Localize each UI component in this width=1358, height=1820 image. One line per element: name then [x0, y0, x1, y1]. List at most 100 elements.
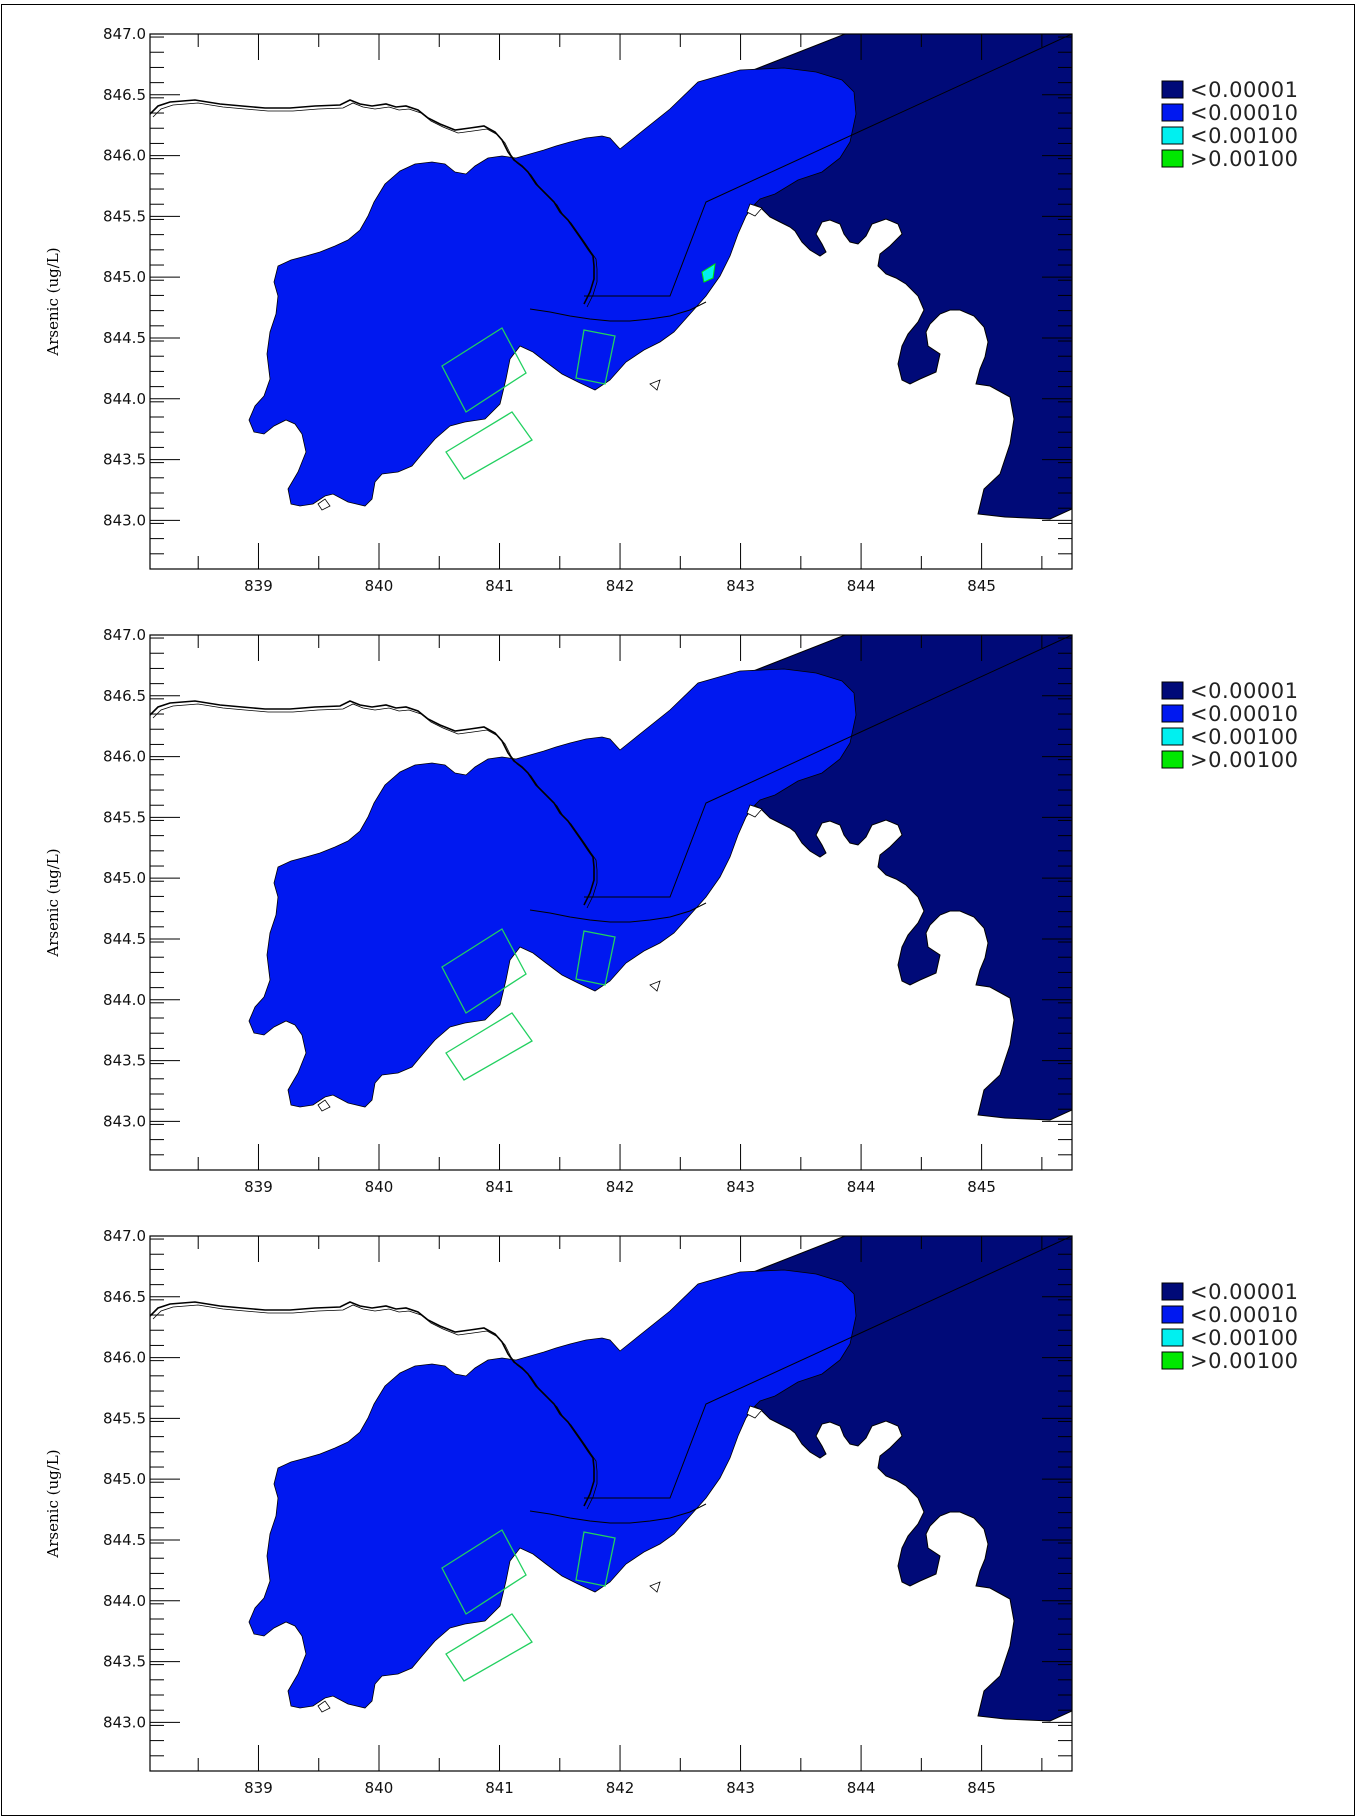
discharge-path: [529, 902, 707, 923]
site-boundary-1: [441, 928, 527, 1014]
coastline: [150, 1301, 595, 1507]
y-tick-label: 843.0: [103, 1713, 146, 1731]
y-tick-label: 843.5: [103, 1052, 146, 1070]
site-boundary-3: [575, 1531, 616, 1587]
coastline: [150, 99, 595, 305]
island: [649, 980, 661, 992]
island: [746, 1405, 763, 1419]
channel-line: [584, 635, 1072, 898]
site-boundary-3: [575, 930, 616, 986]
x-tick-label: 840: [365, 1779, 394, 1797]
legend-label: <0.00001: [1190, 1280, 1298, 1304]
map-panel-3: 839 840 841 842 843 844 845 847.0 846.5 846.0 845.…: [44, 1227, 1298, 1797]
y-tick-label: 845.5: [103, 808, 146, 826]
x-tick-label: 845: [967, 577, 996, 595]
legend-swatch: [1161, 80, 1184, 99]
y-tick-label: 843.0: [103, 1112, 146, 1130]
y-tick-label: 845.5: [103, 1409, 146, 1427]
y-tick-label: 846.5: [103, 86, 146, 104]
coastline-outer: [152, 1304, 598, 1510]
legend: <0.00001<0.00010<0.00100>0.00100: [1161, 679, 1298, 772]
coastline-outer: [152, 102, 598, 308]
y-tick-label: 844.0: [103, 991, 146, 1009]
legend-label: >0.00100: [1190, 748, 1298, 772]
plot-frame: [149, 1235, 1073, 1772]
legend-label: <0.00100: [1190, 725, 1298, 749]
y-tick-label: 844.5: [103, 329, 146, 347]
legend: <0.00001<0.00010<0.00100>0.00100: [1161, 1280, 1298, 1373]
island: [649, 1581, 661, 1593]
legend-swatch: [1161, 103, 1184, 122]
legend-swatch: [1161, 1305, 1184, 1324]
x-tick-label: 840: [365, 1178, 394, 1196]
coastline: [150, 700, 595, 906]
legend-label: >0.00100: [1190, 147, 1298, 171]
x-tick-label: 845: [967, 1779, 996, 1797]
legend-label: >0.00100: [1190, 1349, 1298, 1373]
figure-frame: [1, 4, 1355, 1816]
x-tick-label: 845: [967, 1178, 996, 1196]
x-tick-label: 844: [847, 1178, 876, 1196]
legend-label: <0.00010: [1190, 101, 1298, 125]
legend-swatch: [1161, 149, 1184, 168]
site-boundary-2: [445, 1012, 533, 1081]
y-tick-label: 844.0: [103, 390, 146, 408]
x-tick-label: 842: [606, 1779, 635, 1797]
y-tick-label: 847.0: [103, 626, 146, 644]
concentration-zone-medium: [701, 263, 716, 283]
island: [746, 804, 763, 818]
legend-swatch: [1161, 1328, 1184, 1347]
legend-label: <0.00001: [1190, 679, 1298, 703]
y-axis-label: Arsenic (ug/L): [44, 848, 62, 957]
x-tick-label: 839: [244, 1779, 273, 1797]
concentration-zone-low: [248, 668, 857, 1108]
site-boundary-2: [445, 1613, 533, 1682]
y-tick-label: 844.5: [103, 1531, 146, 1549]
x-tick-label: 841: [485, 577, 514, 595]
map-panel-2: 839 840 841 842 843 844 845 847.0 846.5 846.0 845.…: [44, 626, 1298, 1196]
y-tick-label: 847.0: [103, 1227, 146, 1245]
y-tick-label: 845.0: [103, 268, 146, 286]
y-tick-label: 844.5: [103, 930, 146, 948]
x-tick-label: 843: [726, 1779, 755, 1797]
legend-label: <0.00010: [1190, 702, 1298, 726]
x-tick-label: 843: [726, 1178, 755, 1196]
map-panel-1: 839 840 841 842 843 844 845 847.0 846.5 846.0 845.…: [44, 25, 1298, 595]
map-plot-area: [150, 1236, 1072, 1722]
discharge-path: [529, 1503, 707, 1524]
site-boundary-3: [575, 329, 616, 385]
legend-label: <0.00100: [1190, 124, 1298, 148]
island: [317, 1700, 331, 1713]
island: [649, 379, 661, 391]
plot-frame: [149, 33, 1073, 570]
map-plot-area: [150, 34, 1072, 520]
site-boundary-1: [441, 327, 527, 413]
y-tick-label: 846.0: [103, 147, 146, 165]
legend-label: <0.00100: [1190, 1326, 1298, 1350]
y-tick-label: 844.0: [103, 1592, 146, 1610]
site-boundary-2: [445, 411, 533, 480]
y-tick-label: 843.5: [103, 1653, 146, 1671]
y-tick-label: 846.0: [103, 748, 146, 766]
plot-frame: [149, 634, 1073, 1171]
island: [746, 203, 763, 217]
x-tick-label: 843: [726, 577, 755, 595]
y-tick-label: 843.5: [103, 451, 146, 469]
concentration-zone-low: [248, 67, 857, 507]
concentration-zone-low: [248, 1269, 857, 1709]
legend-swatch: [1161, 1351, 1184, 1370]
y-tick-label: 845.0: [103, 869, 146, 887]
channel-line: [584, 1236, 1072, 1499]
legend-swatch: [1161, 681, 1184, 700]
x-tick-label: 841: [485, 1779, 514, 1797]
x-tick-label: 841: [485, 1178, 514, 1196]
legend-label: <0.00010: [1190, 1303, 1298, 1327]
x-tick-label: 839: [244, 1178, 273, 1196]
y-tick-label: 845.5: [103, 207, 146, 225]
y-tick-label: 843.0: [103, 511, 146, 529]
y-axis-label: Arsenic (ug/L): [44, 1449, 62, 1558]
x-tick-label: 842: [606, 1178, 635, 1196]
y-tick-label: 846.5: [103, 1288, 146, 1306]
legend-swatch: [1161, 727, 1184, 746]
